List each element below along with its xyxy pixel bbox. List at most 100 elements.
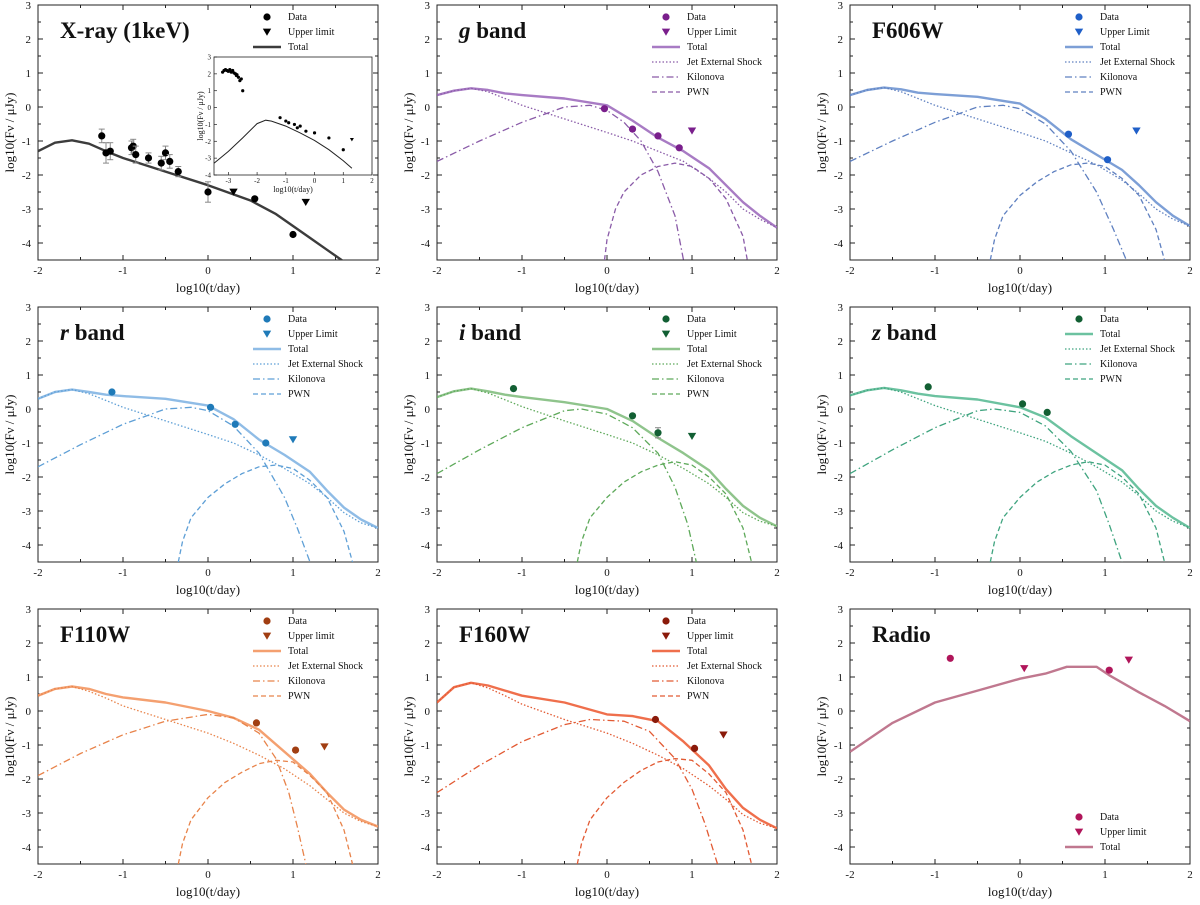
panel-title-italic: z [871,320,881,345]
data-point [206,403,215,411]
legend-label: Upper Limit [687,329,737,340]
inset-data-point [312,131,317,135]
data-point [1105,666,1113,674]
panel-title: z band [871,320,937,345]
curves [437,681,777,864]
legend-label: Jet External Shock [1100,344,1175,355]
legend-label: Data [687,12,706,23]
y-axis-label: log10(Fν / μJy) [814,394,829,474]
series-line-jet [850,387,1190,529]
legend-marker-upper-limit [262,28,272,36]
curves [850,86,1190,260]
x-tick-label: -1 [118,567,127,579]
series-line-jet [850,86,1190,227]
data-point [144,154,153,162]
y-tick-label: -2 [421,774,430,786]
data-point [231,420,239,428]
panel-title-rest: band [465,320,521,345]
panel-title: r band [60,320,125,345]
y-tick-label: -3 [834,506,844,518]
data-point [946,654,954,662]
series-line-total [437,681,777,830]
x-axis-label: log10(t/day) [575,582,639,597]
legend-marker-data [263,13,271,21]
y-tick-label: 0 [26,404,32,416]
x-tick-label: 0 [604,869,610,881]
series-line-kilonova [437,408,697,562]
plot-frame [37,608,379,865]
data-point [289,230,297,239]
y-tick-label: -3 [421,808,431,820]
y-tick-label: -3 [834,808,844,820]
x-tick-label: 2 [375,567,381,579]
plot-frame [436,608,778,865]
x-tick-label: -2 [432,869,441,881]
legend-marker-data [662,13,670,21]
legend-marker-upper-limit [262,632,272,640]
legend-label: Upper limit [288,27,335,38]
y-tick-label: 2 [425,638,431,650]
legend: Data Upper Limit Total Jet External Shock Ki… [1065,12,1175,98]
panel-g-band: -2 -1 0 1 2 -4 -3 -2 -1 0 1 2 3 log10(t/day) log10(Fν … [401,0,780,295]
legend-label: PWN [1100,87,1122,98]
y-tick-label: 3 [425,302,431,314]
x-tick-label: 0 [205,869,211,881]
x-tick-label: -1 [517,567,526,579]
upper-limit-point [687,432,697,440]
series-line-pwn [989,461,1166,562]
y-tick-label: 3 [26,604,32,616]
x-tick-label: -1 [118,265,127,277]
x-tick-label: 2 [774,567,780,579]
y-tick-label: -3 [22,506,32,518]
legend-label: Kilonova [687,676,725,687]
legend-label: Data [1100,12,1119,23]
series-line-kilonova [850,104,1127,260]
curves [38,685,378,864]
y-tick-label: 1 [838,672,844,684]
x-axis-label: log10(t/day) [176,582,240,597]
legend-marker-upper-limit [1074,828,1084,836]
x-tick-label: -2 [845,567,854,579]
inset-upper-limit [349,138,354,142]
series-line-jet [437,387,777,527]
series-line-pwn [603,162,748,260]
legend-label: Kilonova [687,72,725,83]
inset-data-point [278,116,282,120]
data-point [252,719,261,727]
inset-data-point [298,124,302,128]
x-tick-label: 2 [774,869,780,881]
inset-y-tick-label: -3 [205,155,211,163]
y-tick-label: -3 [834,204,844,216]
y-tick-label: 2 [838,34,844,46]
panel-title: Radio [872,622,931,647]
y-tick-label: 0 [838,404,844,416]
x-tick-label: 1 [1102,567,1108,579]
legend-label: Total [288,344,309,355]
curves [437,387,777,562]
series-line-pwn [177,464,354,562]
legend-label: Data [288,616,307,627]
legend-label: Upper Limit [687,27,737,38]
legend-label: Kilonova [1100,359,1138,370]
inset-curve [213,119,353,169]
legend-label: Upper Limit [288,329,338,340]
upper-limit-point [1132,127,1141,135]
x-tick-label: -1 [930,567,939,579]
plot-frame [849,4,1191,261]
y-tick-label: -2 [834,472,843,484]
y-tick-label: -3 [22,204,32,216]
y-tick-label: 1 [838,370,844,382]
series-line-kilonova [437,104,685,260]
y-axis-label: log10(Fν / μJy) [401,394,416,474]
y-tick-label: 3 [838,604,844,616]
y-tick-label: -4 [834,540,844,552]
series-line-total [850,86,1190,228]
panel-title: F606W [872,18,944,43]
inset-x-tick-label: -3 [225,177,231,185]
y-tick-label: -2 [834,170,843,182]
x-tick-label: -2 [432,567,441,579]
inset-data-point [327,136,331,140]
legend-label: Kilonova [288,676,326,687]
y-tick-label: -4 [421,238,431,250]
legend-label: Total [288,646,309,657]
